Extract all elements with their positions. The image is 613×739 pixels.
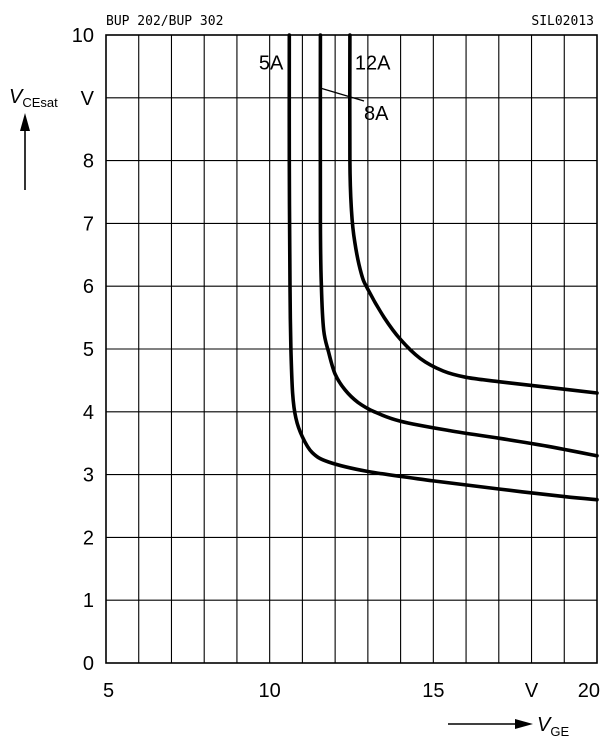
series-label: 8A	[364, 103, 389, 125]
x-tick-label: 20	[578, 680, 600, 702]
y-tick-label: 8	[83, 151, 94, 173]
y-tick-label: 6	[83, 276, 94, 298]
y-tick-label: 5	[83, 339, 94, 361]
series-labels: 5A 12A 8A	[259, 53, 391, 125]
y-tick-label: 3	[83, 465, 94, 487]
svg-text:VGE: VGE	[537, 714, 569, 739]
series-label: 12A	[355, 53, 391, 75]
y-axis-label-main: V	[9, 86, 24, 108]
y-tick-label: 2	[83, 527, 94, 549]
svg-text:VCEsat: VCEsat	[9, 86, 58, 110]
y-tick-label: 0	[83, 653, 94, 675]
x-axis-arrow-icon	[515, 719, 533, 729]
x-unit-label: V	[525, 680, 539, 702]
y-axis-label-sub: CEsat	[22, 95, 58, 110]
header-right: SIL02013	[531, 14, 594, 29]
x-axis-label-sub: GE	[550, 724, 569, 739]
series-label: 5A	[259, 53, 284, 75]
x-tick-label: 15	[422, 680, 444, 702]
y-unit-label: V	[81, 88, 95, 110]
header-left: BUP 202/BUP 302	[106, 14, 223, 29]
y-tick-label: 1	[83, 590, 94, 612]
x-axis-title: VGE	[448, 714, 569, 739]
y-tick-label: 7	[83, 213, 94, 235]
y-tick-label: 10	[72, 25, 94, 47]
y-axis-arrow-icon	[20, 113, 30, 131]
y-axis-title: VCEsat	[9, 86, 58, 190]
x-tick-label: 10	[259, 680, 281, 702]
series-line-8A	[318, 33, 599, 458]
series-line-12A	[347, 33, 599, 395]
x-axis-label-main: V	[537, 714, 552, 736]
x-tick-labels: 5 10 15 20 V	[103, 680, 600, 702]
series-label-leader	[321, 87, 365, 102]
series-curves	[287, 33, 599, 502]
y-tick-labels: 0 1 2 3 4 5 6 7 8 10 V	[72, 25, 95, 675]
x-tick-label: 5	[103, 680, 114, 702]
y-tick-label: 4	[83, 402, 94, 424]
series-line-5A	[287, 33, 599, 502]
grid	[106, 35, 597, 663]
